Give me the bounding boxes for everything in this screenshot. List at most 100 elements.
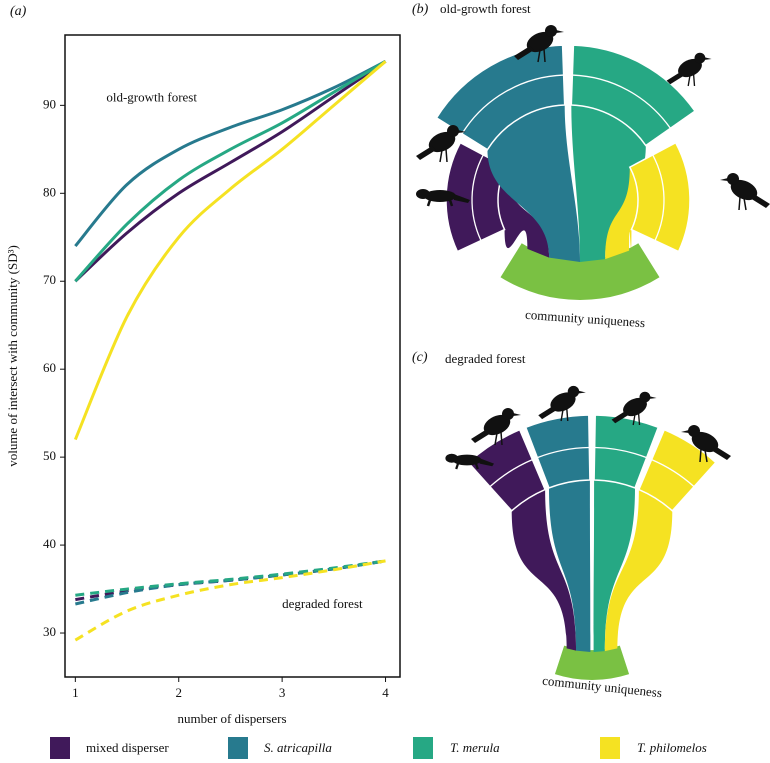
bird-legs [439,148,448,163]
sector [637,428,717,512]
bird-beak [556,30,564,33]
bird-body [678,58,702,78]
bird-legs [687,74,696,87]
mammal-body [452,454,482,466]
series-line [74,60,387,283]
mammal-tail [479,458,494,467]
bird-beak [681,430,689,433]
sector-divider [651,459,695,488]
bird-head [727,173,739,185]
bird-legs [494,431,503,446]
bird-icon [416,125,466,163]
series-line [74,60,387,283]
bird-tail [666,71,685,85]
y-tick-label: 80 [43,184,56,199]
series-line [73,60,387,441]
ribbon [571,105,646,263]
sector-divider [537,446,590,459]
sector-divider [489,459,533,488]
bird-body [526,31,554,53]
y-tick-label: 90 [43,96,56,111]
diagram-title: degraded forest [445,351,526,366]
sector [628,141,691,253]
mammal-icon [416,189,470,207]
x-tick-label: 2 [175,685,182,700]
mammal-legs [455,463,479,470]
bird-legs [560,408,569,422]
bird-legs [632,413,641,426]
sector-divider [594,446,647,459]
ribbon [511,489,577,651]
series-line [74,559,386,642]
bird-legs [738,196,747,211]
x-tick-label: 3 [279,685,286,700]
y-tick-label: 40 [43,536,56,551]
bird-icon [514,25,564,63]
bird-beak [649,396,657,399]
bird-head [694,52,706,64]
mammal-legs [426,199,454,207]
sector-divider [572,74,671,129]
bird-tail [711,446,731,460]
ribbon [604,489,673,652]
legend-label: T. philomelos [637,740,707,755]
legend-swatch [600,737,620,759]
legend-label: T. merula [450,740,500,755]
bird-tail [416,146,436,160]
bird-head [688,425,700,437]
bird-beak [578,390,586,394]
ribbon [497,167,550,258]
diagram-title: old-growth forest [440,1,531,16]
bird-tail [514,46,534,60]
bird-head [639,391,651,403]
ribbon [487,105,580,263]
bird-icon [666,52,712,87]
bird-head [567,385,580,398]
bird-tail [538,405,558,420]
panel-label: (a) [10,4,27,19]
y-tick-label: 50 [43,448,56,463]
mammal-tail [454,194,470,203]
sector [467,428,547,512]
bird-body [428,131,456,153]
bird-tail [750,194,770,208]
ribbon [605,167,638,260]
sector-divider [652,154,665,241]
bird-beak [720,178,728,181]
sector-divider [461,74,564,135]
bird-icon [681,425,731,463]
bird-body [691,431,719,453]
ribbon [548,480,591,652]
bird-body [483,414,511,436]
legend-label: mixed disperser [86,740,169,755]
legend-swatch [50,737,70,759]
bird-beak [704,57,712,60]
ribbon [593,480,636,652]
bird-body [623,397,647,417]
bird-icon [720,173,770,211]
bird-body [730,179,758,201]
y-tick-label: 70 [43,272,56,287]
x-axis-label: number of dispersers [177,711,286,726]
bird-legs [699,448,708,463]
mammal-icon [445,453,494,470]
community-band [554,645,630,681]
bird-beak [513,413,521,416]
bird-beak [458,130,466,133]
mammal-head [416,189,430,199]
legend: mixed disperser S. atricapilla T. merula… [50,737,707,759]
bird-icon [538,385,586,422]
series-line [75,559,386,597]
x-tick-label: 4 [382,685,389,700]
bird-legs [537,48,546,63]
y-tick-label: 60 [43,360,56,375]
bird-icon [611,391,657,426]
mammal-head [445,453,458,463]
community-band [500,243,660,301]
bird-tail [611,410,630,424]
series-line [74,60,387,248]
bird-body [550,392,576,412]
mammal-body [424,190,456,202]
